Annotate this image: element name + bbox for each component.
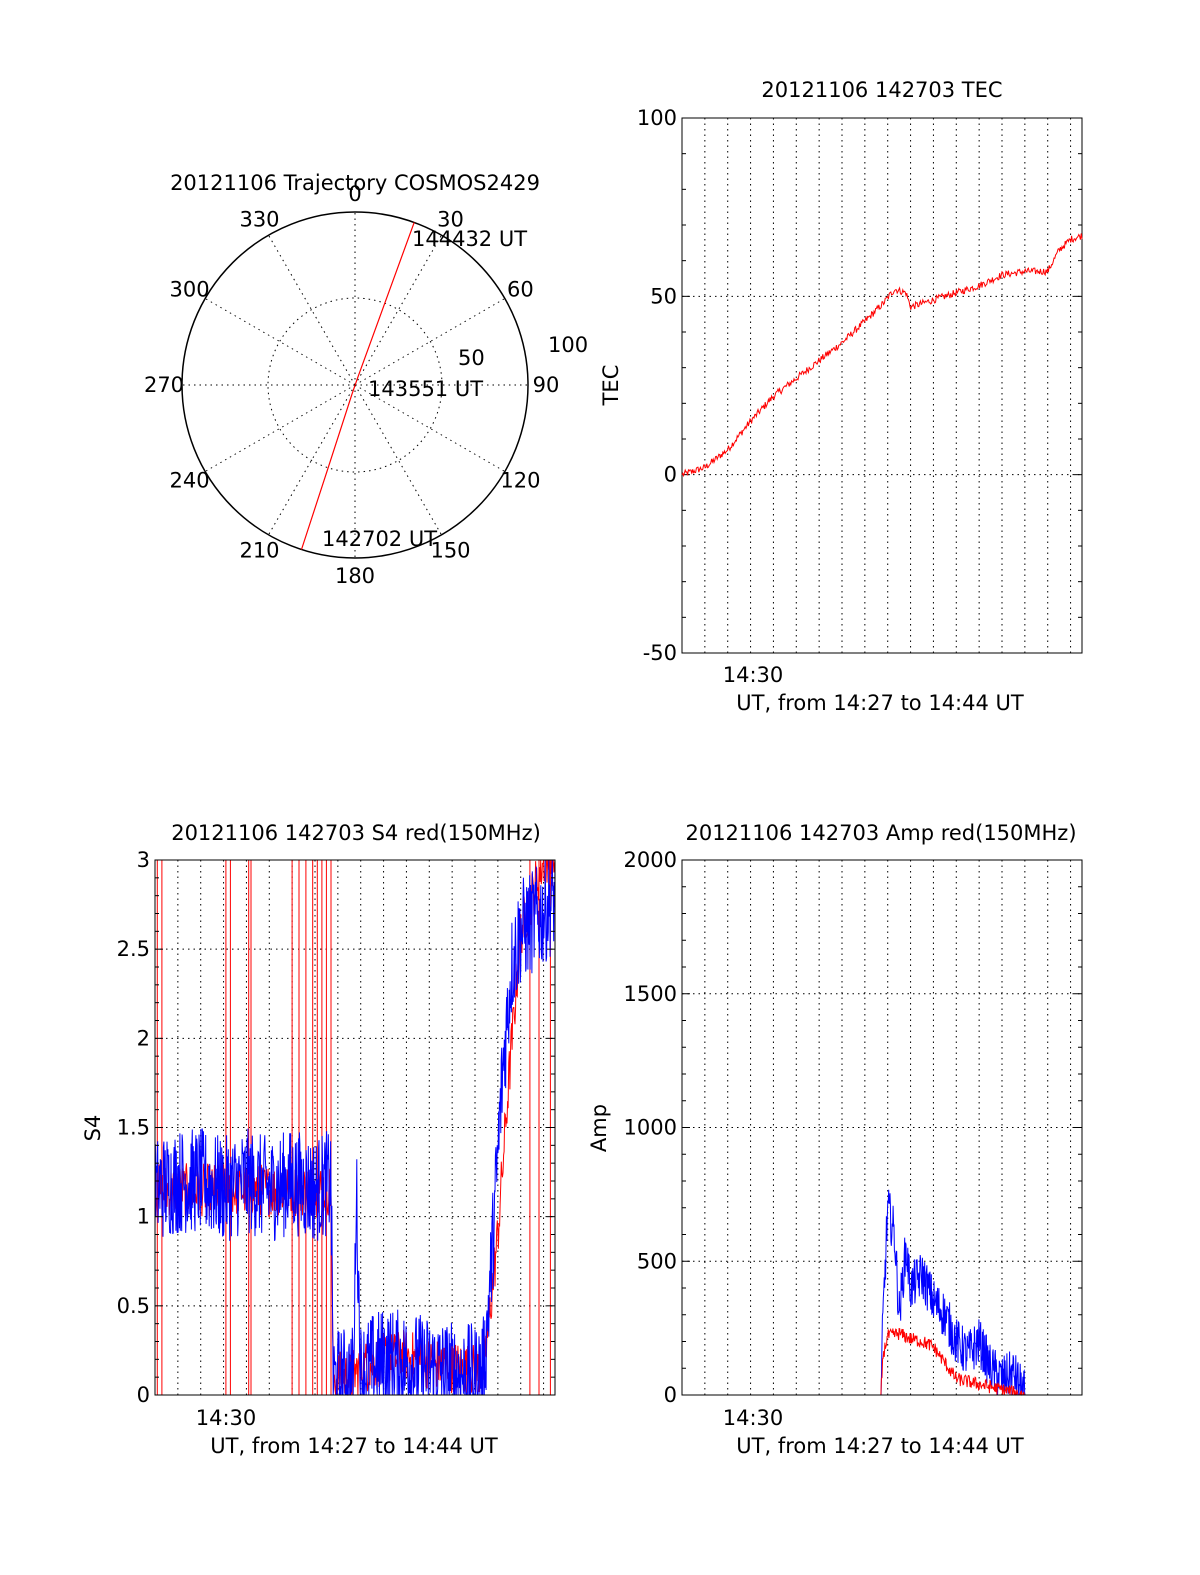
s4-panel: 20121106 142703 S4 red(150MHz) 0 0.5 1 1.5 2…	[81, 821, 556, 1458]
polar-spoke-120	[354, 384, 506, 472]
polar-radial-label-50: 50	[458, 346, 485, 370]
polar-angle-labels: 0 30 60 90 120 150 180 210 240 270 300 330	[144, 182, 559, 588]
amp-x-label: UT, from 14:27 to 14:44 UT	[736, 1434, 1024, 1458]
tec-y-tick-label: -50	[643, 641, 677, 665]
s4-series-blue	[154, 859, 556, 1396]
s4-y-tick-label: 2	[137, 1026, 150, 1050]
amp-y-tick-label: 500	[637, 1249, 677, 1273]
polar-spoke-210	[268, 384, 356, 536]
polar-trajectory-line	[300, 222, 415, 550]
polar-spoke-300	[204, 298, 356, 386]
polar-angle-label-120: 120	[500, 469, 540, 493]
tec-title: 20121106 142703 TEC	[761, 78, 1002, 102]
s4-y-tick-label: 1	[137, 1205, 150, 1229]
tec-x-tick-label: 14:30	[723, 663, 784, 687]
tec-series-red	[681, 233, 1083, 478]
s4-title: 20121106 142703 S4 red(150MHz)	[171, 821, 541, 845]
polar-point-label-mid: 143551 UT	[368, 377, 483, 401]
polar-radial-label-100: 100	[548, 333, 588, 357]
amp-y-label: Amp	[587, 1104, 611, 1152]
polar-angle-label-330: 330	[239, 208, 279, 232]
polar-spoke-60	[354, 298, 506, 386]
s4-y-tick-label: 1.5	[117, 1116, 150, 1140]
polar-spoke-330	[268, 234, 356, 386]
polar-inner-circle	[267, 297, 443, 473]
polar-angle-label-300: 300	[170, 278, 210, 302]
tec-x-label: UT, from 14:27 to 14:44 UT	[736, 691, 1024, 715]
s4-y-label: S4	[81, 1115, 105, 1142]
polar-spokes	[182, 212, 528, 558]
amp-y-tick-label: 1500	[624, 982, 677, 1006]
polar-point-label-end: 144432 UT	[412, 227, 527, 251]
s4-y-tick-label: 0	[137, 1383, 150, 1407]
polar-outer-circle	[181, 211, 529, 559]
polar-angle-label-150: 150	[430, 538, 470, 562]
polar-angle-label-90: 90	[533, 373, 560, 397]
amp-frame	[681, 859, 1083, 1396]
polar-angle-label-60: 60	[507, 278, 534, 302]
amp-grid	[682, 859, 1082, 1396]
polar-angle-label-210: 210	[239, 538, 279, 562]
amp-y-ticks: 0 500 1000 1500 2000	[624, 848, 1082, 1407]
s4-y-tick-label: 0.5	[117, 1294, 150, 1318]
s4-x-tick-label: 14:30	[196, 1406, 257, 1430]
polar-trajectory-panel: 20121106 Trajectory COSMOS2429 0 30 60 90 12…	[144, 171, 588, 588]
amp-y-tick-label: 2000	[624, 848, 677, 872]
polar-angle-label-240: 240	[170, 469, 210, 493]
polar-title: 20121106 Trajectory COSMOS2429	[170, 171, 540, 195]
s4-x-label: UT, from 14:27 to 14:44 UT	[210, 1434, 498, 1458]
amp-title: 20121106 142703 Amp red(150MHz)	[685, 821, 1076, 845]
polar-spoke-30	[354, 234, 442, 386]
polar-spoke-240	[204, 384, 356, 472]
tec-grid	[682, 117, 1082, 654]
tec-y-tick-label: 0	[664, 463, 677, 487]
polar-angle-label-180: 180	[335, 564, 375, 588]
tec-y-ticks: -50 0 50 100	[637, 106, 1082, 665]
polar-spoke-150	[354, 384, 442, 536]
amp-y-tick-label: 1000	[624, 1116, 677, 1140]
tec-y-tick-label: 100	[637, 106, 677, 130]
polar-angle-label-0: 0	[348, 182, 361, 206]
polar-point-label-start: 142702 UT	[322, 527, 437, 551]
s4-y-ticks: 0 0.5 1 1.5 2 2.5 3	[117, 848, 555, 1407]
polar-angle-label-30: 30	[437, 208, 464, 232]
s4-y-tick-label: 2.5	[117, 937, 150, 961]
s4-y-tick-label: 3	[137, 848, 150, 872]
amp-panel: 20121106 142703 Amp red(150MHz) 0 500 1000…	[587, 821, 1083, 1458]
tec-frame	[681, 117, 1083, 654]
polar-angle-label-270: 270	[144, 373, 184, 397]
amp-x-tick-label: 14:30	[723, 1406, 784, 1430]
tec-y-label: TEC	[599, 365, 623, 407]
amp-y-tick-label: 0	[664, 1383, 677, 1407]
tec-y-tick-label: 50	[650, 284, 677, 308]
